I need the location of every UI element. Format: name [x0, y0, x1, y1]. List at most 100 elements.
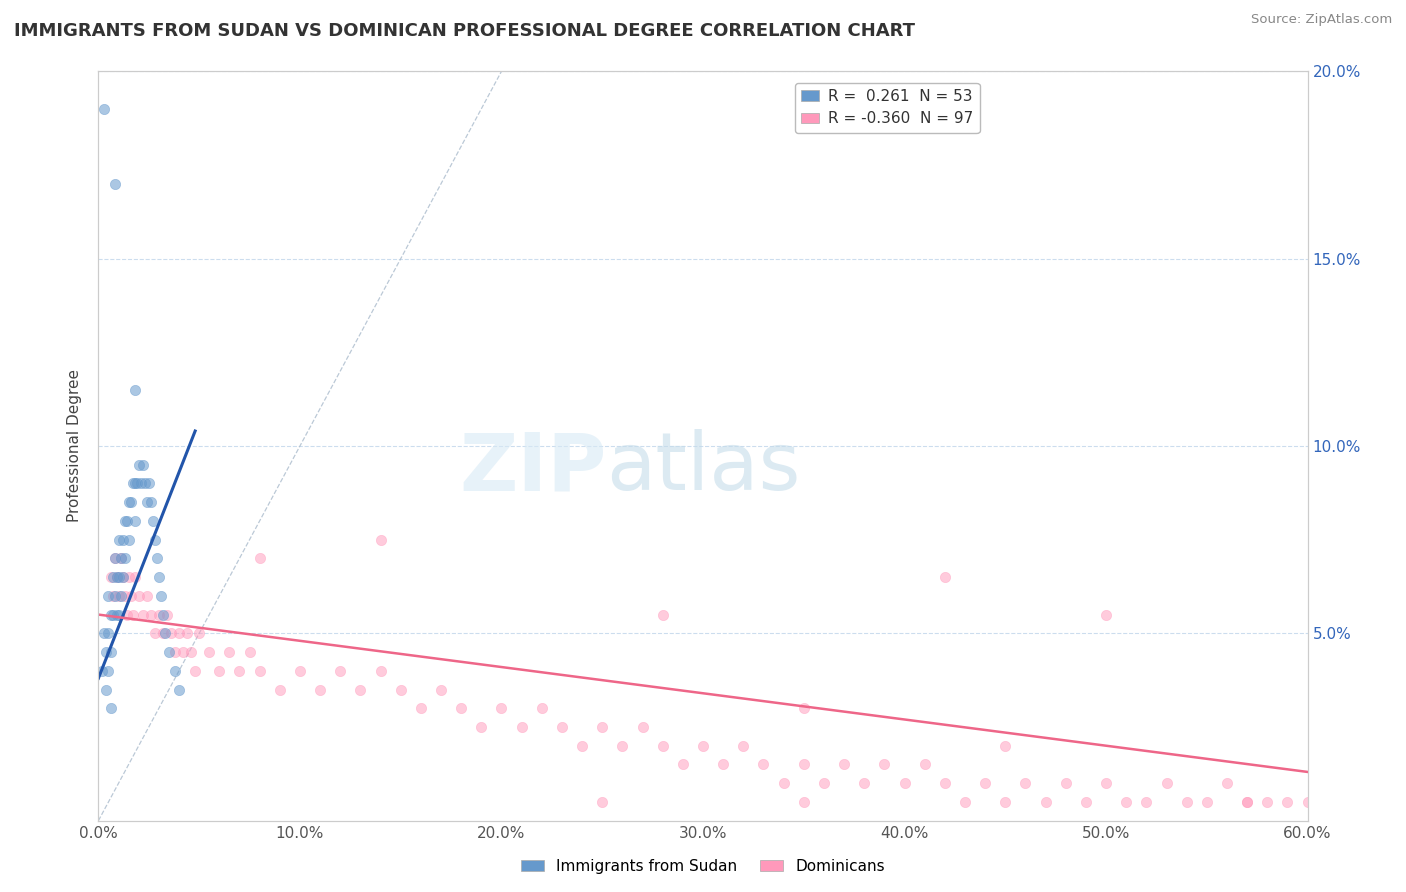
Text: ZIP: ZIP	[458, 429, 606, 508]
Point	[111, 570, 134, 584]
Point	[152, 607, 174, 622]
Point	[139, 607, 162, 622]
Point	[530, 701, 553, 715]
Point	[1014, 776, 1036, 790]
Point	[118, 533, 141, 547]
Point	[129, 476, 152, 491]
Point	[1115, 795, 1137, 809]
Point	[132, 607, 155, 622]
Point	[111, 570, 134, 584]
Point	[132, 458, 155, 472]
Text: atlas: atlas	[606, 429, 800, 508]
Point	[100, 701, 122, 715]
Point	[832, 757, 855, 772]
Point	[156, 607, 179, 622]
Point	[128, 458, 150, 472]
Point	[184, 664, 207, 678]
Point	[198, 645, 221, 659]
Point	[124, 383, 146, 397]
Point	[124, 476, 146, 491]
Point	[134, 476, 156, 491]
Point	[1236, 795, 1258, 809]
Point	[120, 589, 142, 603]
Point	[1074, 795, 1097, 809]
Point	[149, 589, 172, 603]
Point	[430, 682, 453, 697]
Point	[114, 589, 136, 603]
Point	[111, 533, 134, 547]
Point	[163, 645, 186, 659]
Point	[100, 607, 122, 622]
Point	[172, 645, 194, 659]
Point	[91, 664, 114, 678]
Point	[591, 795, 613, 809]
Point	[793, 757, 815, 772]
Point	[157, 645, 180, 659]
Text: Source: ZipAtlas.com: Source: ZipAtlas.com	[1251, 13, 1392, 27]
Point	[349, 682, 371, 697]
Point	[124, 570, 146, 584]
Point	[107, 570, 129, 584]
Point	[994, 739, 1017, 753]
Point	[491, 701, 513, 715]
Point	[148, 607, 170, 622]
Point	[125, 476, 148, 491]
Point	[110, 551, 132, 566]
Point	[107, 589, 129, 603]
Point	[651, 739, 673, 753]
Point	[793, 795, 815, 809]
Point	[914, 757, 936, 772]
Point	[115, 607, 138, 622]
Point	[249, 551, 271, 566]
Point	[97, 589, 120, 603]
Point	[105, 570, 128, 584]
Point	[107, 533, 129, 547]
Point	[114, 551, 136, 566]
Point	[692, 739, 714, 753]
Point	[873, 757, 896, 772]
Point	[470, 720, 492, 734]
Point	[118, 495, 141, 509]
Point	[107, 607, 129, 622]
Point	[1195, 795, 1218, 809]
Point	[853, 776, 876, 790]
Point	[97, 664, 120, 678]
Point	[96, 682, 118, 697]
Point	[143, 533, 166, 547]
Point	[370, 533, 392, 547]
Point	[105, 570, 128, 584]
Point	[612, 739, 634, 753]
Point	[934, 776, 956, 790]
Point	[176, 626, 198, 640]
Point	[103, 551, 125, 566]
Point	[105, 607, 128, 622]
Point	[752, 757, 775, 772]
Point	[138, 476, 160, 491]
Point	[100, 570, 122, 584]
Point	[101, 607, 124, 622]
Point	[139, 495, 162, 509]
Point	[167, 626, 190, 640]
Point	[370, 664, 392, 678]
Point	[672, 757, 695, 772]
Point	[1236, 795, 1258, 809]
Point	[115, 514, 138, 528]
Point	[389, 682, 412, 697]
Point	[188, 626, 211, 640]
Point	[143, 626, 166, 640]
Point	[934, 570, 956, 584]
Point	[551, 720, 574, 734]
Point	[93, 626, 115, 640]
Legend: R =  0.261  N = 53, R = -0.360  N = 97: R = 0.261 N = 53, R = -0.360 N = 97	[794, 83, 980, 133]
Point	[733, 739, 755, 753]
Point	[110, 589, 132, 603]
Point	[1277, 795, 1299, 809]
Point	[450, 701, 472, 715]
Point	[121, 607, 143, 622]
Point	[96, 645, 118, 659]
Point	[1095, 776, 1118, 790]
Point	[1035, 795, 1057, 809]
Point	[160, 626, 183, 640]
Point	[772, 776, 794, 790]
Point	[148, 570, 170, 584]
